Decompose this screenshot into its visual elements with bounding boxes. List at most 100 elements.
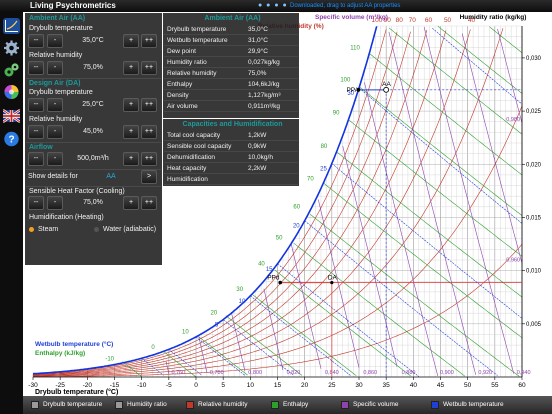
- details-row: Air volume 0,911m³/kg: [164, 101, 298, 112]
- wetbulb-line: [223, 319, 294, 376]
- capacity-value: 2,2kW: [248, 165, 267, 172]
- details-key: Relative humidity: [167, 70, 217, 77]
- chart-icon[interactable]: [3, 18, 20, 34]
- wetbulb-tick-label: 5: [215, 323, 219, 329]
- saturation-curve: [32, 26, 378, 375]
- wetbulb-line: [141, 358, 164, 376]
- aa-drybulb-value: 35,0°C: [82, 37, 104, 44]
- legend-item[interactable]: Enthalpy: [271, 399, 308, 411]
- volume-tick-label: 0,780: [210, 370, 224, 376]
- da-drybulb-plus2-button[interactable]: ++: [141, 98, 157, 112]
- status-text: Downloaded, drag to adjust AA properties: [290, 3, 401, 9]
- volume-tick-label: 0,820: [287, 370, 301, 376]
- gear-icon[interactable]: [3, 40, 20, 56]
- x-tick-label: -10: [137, 382, 147, 389]
- enthalpy-line: [274, 269, 411, 377]
- da-rh-plus-button[interactable]: +: [123, 125, 139, 139]
- shf-plus-button[interactable]: +: [123, 196, 139, 210]
- volume-line: [318, 199, 360, 368]
- ppd-point: [278, 280, 283, 285]
- details-key: Wetbulb temperature: [167, 37, 228, 44]
- help-icon[interactable]: ?: [3, 131, 20, 147]
- chart-legend: Drybulb temperature Humidity ratio Relativ…: [23, 396, 552, 414]
- enthalpy-line: [122, 361, 142, 377]
- airflow-minus-button[interactable]: -: [47, 152, 63, 166]
- capacity-key: Total cool capacity: [167, 132, 221, 139]
- legend-item[interactable]: Relative humidity: [186, 399, 248, 411]
- steam-radio[interactable]: [29, 226, 34, 232]
- details-row: Relative humidity 75,0%: [164, 68, 298, 79]
- shf-plus2-button[interactable]: ++: [141, 196, 157, 210]
- rh-top-label: 100: [372, 17, 383, 24]
- rh-curve: [33, 105, 523, 377]
- aa-drybulb-plus2-button[interactable]: ++: [141, 34, 157, 48]
- details-value: 29,9°C: [248, 48, 268, 55]
- enthalpy-tick-label: 40: [258, 261, 265, 267]
- gears-icon[interactable]: [3, 62, 20, 78]
- humidification-options: Steam Water (adiabatic): [26, 223, 161, 240]
- shf-minus-button[interactable]: -: [47, 196, 63, 210]
- legend-item[interactable]: Drybulb temperature: [31, 399, 102, 411]
- da-rh-minus2-button[interactable]: --: [28, 125, 44, 139]
- enthalpy-tick-label: 10: [182, 329, 189, 335]
- aa-rh-minus-button[interactable]: -: [47, 61, 63, 75]
- da-rh-minus-button[interactable]: -: [47, 125, 63, 139]
- da-drybulb-minus2-button[interactable]: --: [28, 98, 44, 112]
- legend-label: Wetbulb temperature: [443, 401, 504, 408]
- capacities-panel: Capacities and Humidification Total cool…: [163, 119, 299, 186]
- color-wheel-icon[interactable]: [3, 84, 20, 100]
- page-indicator[interactable]: ● ● ● ●: [258, 2, 288, 9]
- aa-rh-stepper: -- - 75,0% + ++: [26, 61, 161, 78]
- legend-item[interactable]: Specific volume: [341, 399, 399, 411]
- da-drybulb-plus-button[interactable]: +: [123, 98, 139, 112]
- shf-minus2-button[interactable]: --: [28, 196, 44, 210]
- rh-curve: [32, 30, 447, 376]
- details-panel: Ambient Air (AA) Drybulb temperature 35,0…: [163, 13, 299, 118]
- airflow-plus2-button[interactable]: ++: [141, 152, 157, 166]
- chart-canvas[interactable]: -30 -25 -20 -15 -10 -5 0 5 10 15 20 25 30 35 40 45 50 55 6…: [23, 12, 552, 396]
- show-details-value[interactable]: AA: [106, 173, 116, 180]
- x-tick-label: 35: [383, 382, 391, 389]
- capacity-row: Humidification: [164, 174, 298, 185]
- aa-rh-minus2-button[interactable]: --: [28, 61, 44, 75]
- y-tick-label: 0,020: [526, 162, 542, 168]
- legend-label: Specific volume: [353, 401, 399, 408]
- x-tick-label: 5: [221, 382, 225, 389]
- airflow-minus2-button[interactable]: --: [28, 152, 44, 166]
- details-key: Enthalpy: [167, 81, 193, 88]
- volume-tick-label: 0,920: [478, 370, 492, 376]
- water-radio[interactable]: [94, 226, 99, 232]
- airflow-plus-button[interactable]: +: [123, 152, 139, 166]
- steam-option[interactable]: Steam: [29, 223, 79, 237]
- show-details-next-button[interactable]: >: [141, 170, 157, 184]
- details-row: Dew point 29,9°C: [164, 46, 298, 57]
- aa-drybulb-plus-button[interactable]: +: [123, 34, 139, 48]
- details-key: Dew point: [167, 48, 196, 55]
- wetbulb-line: [432, 27, 523, 105]
- ambient-air-header: Ambient Air (AA): [29, 15, 86, 22]
- wetbulb-tick-label: 10: [239, 299, 246, 305]
- da-drybulb-minus-button[interactable]: -: [47, 98, 63, 112]
- volume-tick-label: 0,960: [506, 257, 520, 263]
- aa-drybulb-minus2-button[interactable]: --: [28, 34, 44, 48]
- legend-item[interactable]: Humidity ratio: [115, 399, 167, 411]
- legend-item[interactable]: Wetbulb temperature: [431, 399, 504, 411]
- uk-flag-icon[interactable]: [3, 108, 20, 124]
- capacity-key: Heat capacity: [167, 165, 207, 172]
- aa-rh-plus-button[interactable]: +: [123, 61, 139, 75]
- aa-drybulb-minus-button[interactable]: -: [47, 34, 63, 48]
- da-rh-plus2-button[interactable]: ++: [141, 125, 157, 139]
- x-tick-label: -30: [28, 382, 38, 389]
- wetbulb-tick-label: 25: [320, 166, 327, 172]
- volume-line: [263, 288, 284, 371]
- x-tick-label: 40: [410, 382, 418, 389]
- y-tick-label: 0,010: [526, 269, 542, 275]
- capacity-value: 0,9kW: [248, 143, 267, 150]
- ppa-label: PPA: [346, 87, 359, 94]
- wetbulb-axis-label: Wetbulb temperature (°C): [35, 340, 113, 348]
- x-tick-label: -25: [55, 382, 65, 389]
- aa-rh-plus2-button[interactable]: ++: [141, 61, 157, 75]
- water-option[interactable]: Water (adiabatic): [94, 223, 162, 237]
- ppd-label: PPd: [267, 275, 280, 282]
- control-panel: Ambient Air (AA) Drybulb temperature -- …: [25, 13, 162, 265]
